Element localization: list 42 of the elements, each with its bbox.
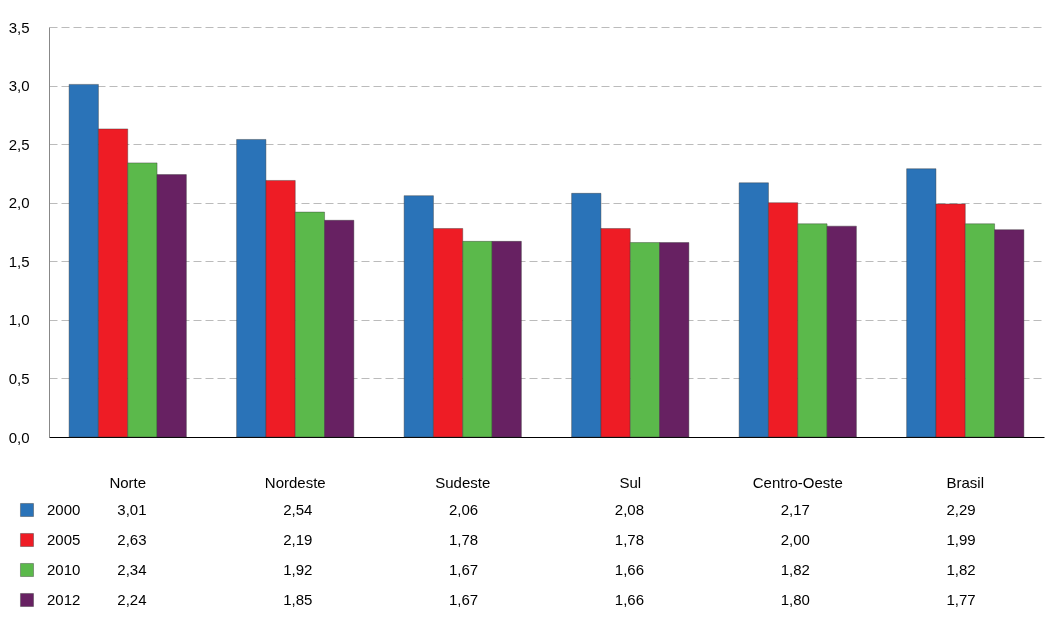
data-label: 1,67 bbox=[448, 561, 479, 578]
x-tick-label: Brasil bbox=[946, 473, 985, 491]
data-label: 2,00 bbox=[780, 531, 810, 548]
data-label: 1,66 bbox=[614, 591, 645, 608]
legend-label: 2000 bbox=[47, 501, 81, 518]
data-label: 1,78 bbox=[448, 531, 479, 548]
legend-label: 2010 bbox=[47, 561, 81, 578]
data-label: 1,80 bbox=[780, 591, 810, 608]
data-label: 1,78 bbox=[614, 531, 645, 548]
y-tick-label: 0,5 bbox=[8, 369, 30, 387]
data-label: 2,34 bbox=[117, 561, 147, 578]
data-label: 1,92 bbox=[283, 561, 313, 578]
x-tick-label: Sudeste bbox=[435, 473, 491, 491]
data-label: 2,29 bbox=[946, 501, 976, 518]
y-tick-label: 2,5 bbox=[8, 135, 30, 153]
data-label: 1,77 bbox=[946, 591, 976, 608]
data-label: 1,82 bbox=[780, 561, 810, 578]
y-tick-label: 3,0 bbox=[8, 77, 30, 95]
data-label: 2,08 bbox=[614, 501, 645, 518]
x-tick-label: Nordeste bbox=[264, 473, 326, 491]
data-label: 2,06 bbox=[448, 501, 479, 518]
y-tick-label: 3,5 bbox=[8, 18, 30, 36]
data-label: 1,85 bbox=[283, 591, 313, 608]
x-tick-label: Sul bbox=[619, 473, 642, 491]
data-label: 2,63 bbox=[117, 531, 147, 548]
x-tick-label: Centro-Oeste bbox=[752, 473, 843, 491]
data-label: 1,67 bbox=[448, 591, 479, 608]
legend-label: 2005 bbox=[47, 531, 81, 548]
data-label: 2,54 bbox=[283, 501, 313, 518]
data-label: 2,19 bbox=[283, 531, 313, 548]
y-tick-label: 0,0 bbox=[8, 428, 30, 446]
y-tick-label: 1,0 bbox=[8, 311, 30, 329]
data-label: 1,99 bbox=[946, 531, 976, 548]
data-label: 3,01 bbox=[117, 501, 147, 518]
x-tick-label: Norte bbox=[109, 473, 147, 491]
data-label: 1,82 bbox=[946, 561, 976, 578]
data-label: 2,24 bbox=[117, 591, 147, 608]
data-label: 2,17 bbox=[780, 501, 810, 518]
y-tick-label: 2,0 bbox=[8, 194, 30, 212]
legend-label: 2012 bbox=[47, 591, 81, 608]
data-label: 1,66 bbox=[614, 561, 645, 578]
y-tick-label: 1,5 bbox=[8, 252, 30, 270]
